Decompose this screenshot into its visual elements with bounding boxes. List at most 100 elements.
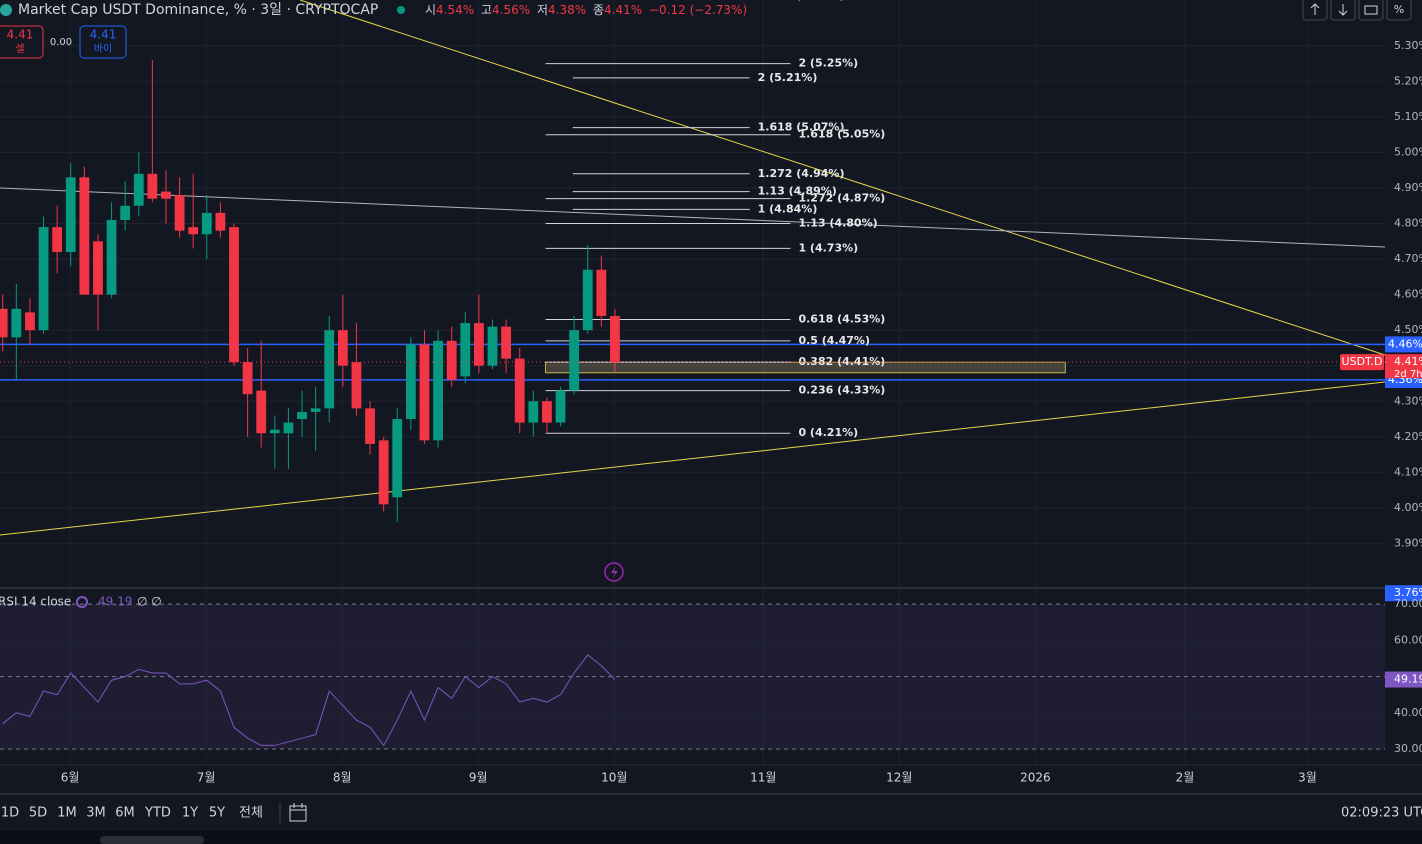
- rsi-extra: ∅ ∅: [137, 595, 162, 609]
- scroll-thumb[interactable]: [100, 836, 204, 844]
- range-button[interactable]: 1D: [1, 806, 19, 821]
- candle-body: [215, 212, 226, 231]
- last-price-label: 4.41%: [1394, 355, 1422, 368]
- y-tick-label: 4.90%: [1394, 181, 1422, 194]
- candle-body: [569, 330, 580, 391]
- candle-body: [555, 390, 566, 423]
- candle-body: [378, 440, 389, 505]
- candle-body: [433, 340, 443, 441]
- range-button[interactable]: 6M: [115, 806, 135, 821]
- icon: [1364, 5, 1378, 15]
- y-tick-label: 4.80%: [1394, 217, 1422, 230]
- y-tick-label: 5.10%: [1394, 110, 1422, 123]
- y-tick-label: 4.70%: [1394, 252, 1422, 265]
- ohlc-value: 4.41%: [604, 3, 642, 17]
- fib-label: 1 (4.73%): [798, 241, 858, 254]
- reset-button[interactable]: [1358, 0, 1384, 21]
- candle-body: [147, 173, 158, 199]
- range-button[interactable]: 5Y: [209, 806, 225, 821]
- ohlc-value: 4.56%: [492, 3, 530, 17]
- grid: [0, 0, 1385, 765]
- ohlc-label: 시: [425, 3, 436, 17]
- x-tick-label: 6월: [61, 771, 80, 785]
- range-button[interactable]: 1M: [57, 806, 77, 821]
- candle-body: [174, 195, 185, 231]
- price-badge: [1385, 336, 1422, 353]
- rsi-value: 49.19: [98, 595, 132, 609]
- candle-body: [161, 191, 171, 199]
- fib-label: 0.5 (4.47%): [798, 334, 870, 347]
- candle-body: [11, 308, 22, 338]
- market-status: [397, 6, 405, 14]
- candle-body: [188, 227, 199, 235]
- range-button[interactable]: 전체: [239, 806, 263, 821]
- y-tick-label: 3.90%: [1394, 536, 1422, 549]
- trend-line: [0, 187, 1386, 248]
- x-tick-label: 8월: [333, 771, 352, 785]
- sell-button[interactable]: [0, 25, 44, 59]
- x-tick-label: 10월: [601, 771, 627, 785]
- x-tick-label: 9월: [469, 771, 488, 785]
- candle-body: [596, 269, 607, 316]
- rsi-badge: [1385, 671, 1422, 688]
- candle-body: [38, 227, 49, 331]
- candle-body: [297, 411, 307, 420]
- y-tick-label: 5.30%: [1394, 39, 1422, 52]
- calendar-icon[interactable]: [289, 803, 307, 822]
- candle-body: [610, 315, 620, 363]
- ohlc-label: 고: [481, 3, 492, 17]
- candle-body: [514, 358, 525, 423]
- fib-label: 1 (4.84%): [758, 202, 818, 215]
- candle-body: [392, 419, 403, 498]
- candle-body: [487, 326, 498, 366]
- trend-line: [299, 0, 1386, 356]
- buy-label: 바이: [94, 43, 112, 55]
- candle-body: [242, 362, 253, 395]
- candle-body: [351, 362, 362, 409]
- candle-body: [419, 344, 430, 441]
- fib-label: 0 (4.21%): [798, 426, 858, 439]
- candle-body: [25, 312, 35, 331]
- candle-body: [65, 177, 76, 252]
- rsi-title: RSI 14 close: [0, 595, 71, 609]
- rsi-icon: [76, 596, 88, 608]
- y-tick-label: 4.50%: [1394, 323, 1422, 336]
- fib-label: 1.13 (4.80%): [798, 217, 877, 230]
- buy-price: 4.41: [90, 28, 117, 42]
- fib-label: 1.272 (4.94%): [758, 167, 845, 180]
- range-button[interactable]: YTD: [144, 806, 171, 821]
- candle-body: [201, 212, 212, 235]
- ohlc: 시4.54% 고4.56% 저4.38% 종4.41% −0.12 (−2.73…: [425, 3, 747, 17]
- range-button[interactable]: 1Y: [182, 806, 198, 821]
- clock: 02:09:23 UTC: [1341, 806, 1422, 821]
- candle-body: [106, 219, 117, 295]
- x-tick-label: 11월: [750, 771, 776, 785]
- icon: [1338, 4, 1348, 16]
- pane-divider: [0, 587, 1385, 589]
- range-button[interactable]: 3M: [86, 806, 106, 821]
- x-tick-label: 2026: [1020, 771, 1051, 785]
- sell-price: 4.41: [7, 28, 34, 42]
- fib-label: 1.618 (5.07%): [758, 121, 845, 134]
- y-tick-label: 70.00: [1394, 597, 1422, 610]
- range-button[interactable]: 5D: [29, 806, 47, 821]
- candle-body: [501, 326, 512, 359]
- event-marker[interactable]: [604, 562, 624, 582]
- fib-label: 1.13 (4.89%): [758, 185, 837, 198]
- y-tick-label: 4.30%: [1394, 394, 1422, 407]
- trend-line: [0, 381, 1386, 536]
- candle-body: [120, 205, 131, 220]
- y-tick-label: 30.00: [1394, 742, 1422, 755]
- symbol-badge-label: USDT.D: [1342, 355, 1383, 368]
- ohlc-value: 4.54%: [436, 3, 474, 17]
- fib-label: 1.272 (4.87%): [798, 192, 885, 205]
- percent-button[interactable]: [1386, 0, 1412, 21]
- rsi-badge-label: 49.19: [1394, 673, 1422, 686]
- ohlc-label: 저: [537, 3, 548, 17]
- fib-label: 2 (5.25%): [798, 57, 858, 70]
- spread: 0.00: [50, 37, 72, 48]
- buy-button[interactable]: [79, 25, 127, 59]
- countdown: 2d 7h: [1394, 369, 1422, 380]
